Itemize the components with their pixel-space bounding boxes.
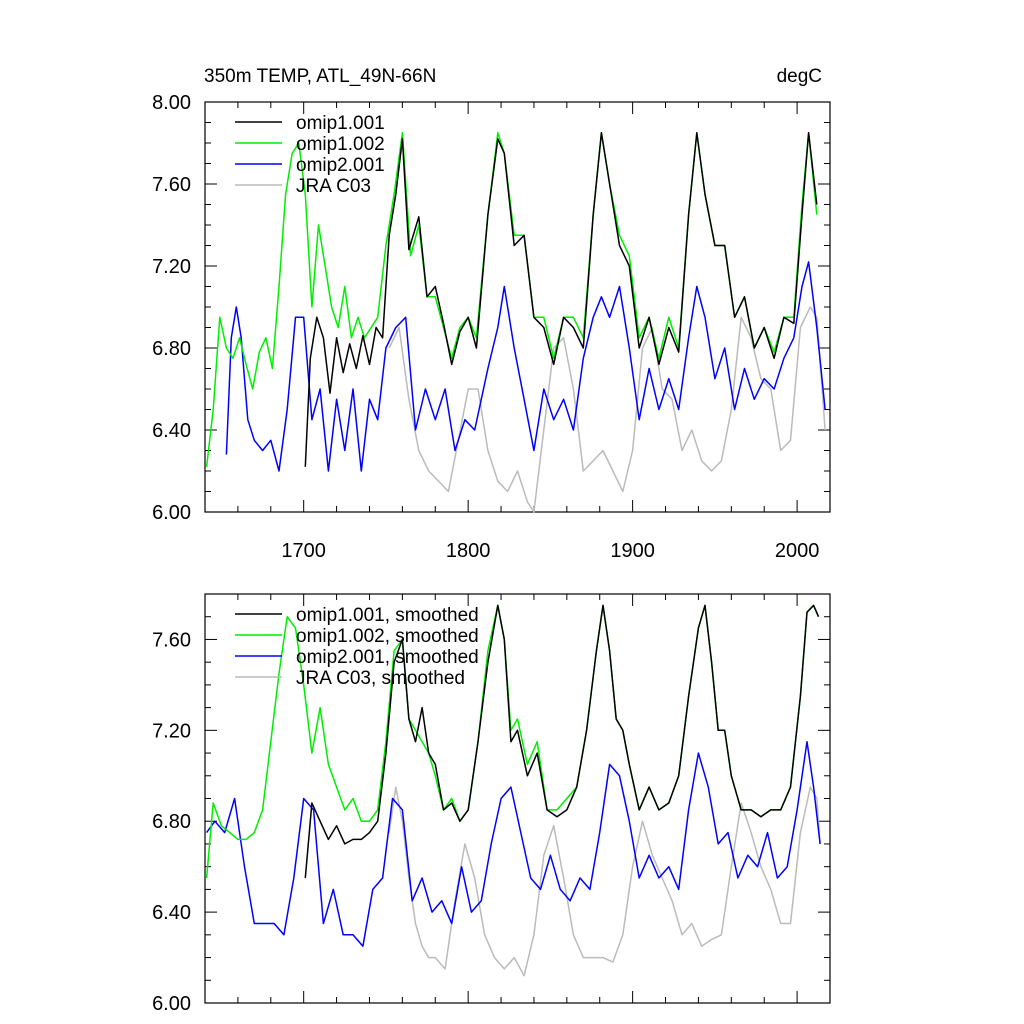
series-line-jra-c03-smoothed <box>388 786 821 977</box>
top-panel: 1700 1800 1900 2000 6.00 6.40 6.80 7.20 7.60 8.00… <box>152 92 831 562</box>
series-line-omip1-001 <box>304 132 818 467</box>
y-tick-label: 6.80 <box>152 338 191 360</box>
legend-label-omip1-002: omip1.002 <box>296 134 385 155</box>
y-tick-label: 7.60 <box>152 174 191 196</box>
y-tick-label: 7.20 <box>152 720 191 742</box>
legend-label-omip1-001: omip1.001 <box>296 113 385 134</box>
x-tick-label: 1700 <box>281 540 326 562</box>
y-tick-label: 6.00 <box>152 502 191 524</box>
y-tick-label: 7.60 <box>152 629 191 651</box>
series-line-omip2-001 <box>225 261 826 472</box>
legend-label-omip1-002-smoothed: omip1.002, smoothed <box>296 626 479 647</box>
y-tick-label: 6.40 <box>152 902 191 924</box>
y-tick-label: 8.00 <box>152 92 191 114</box>
x-tick-label: 2000 <box>775 540 820 562</box>
units-label: degC <box>776 66 822 87</box>
series-line-jra-c03 <box>388 306 826 513</box>
chart-title: 350m TEMP, ATL_49N-66N <box>204 66 437 87</box>
x-tick-label: 1900 <box>610 540 655 562</box>
legend-label-omip2-001-smoothed: omip2.001, smoothed <box>296 647 479 668</box>
legend-label-jra-c03-smoothed: JRA C03, smoothed <box>296 668 465 689</box>
legend-label-omip2-001: omip2.001 <box>296 155 385 176</box>
series-line-omip2-001-smoothed <box>205 740 821 947</box>
legend-label-jra-c03: JRA C03 <box>296 176 371 197</box>
y-tick-label: 6.40 <box>152 420 191 442</box>
y-tick-label: 7.20 <box>152 256 191 278</box>
y-tick-label: 6.00 <box>152 993 191 1015</box>
legend-label-omip1-001-smoothed: omip1.001, smoothed <box>296 605 479 626</box>
series-line-omip1-001-smoothed <box>304 604 820 879</box>
x-tick-label: 1800 <box>446 540 491 562</box>
y-tick-label: 6.80 <box>152 811 191 833</box>
